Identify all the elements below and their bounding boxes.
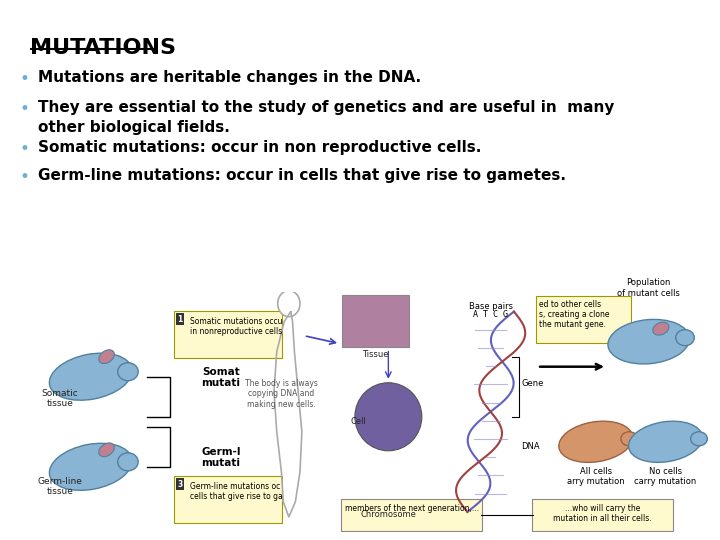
Text: Cell: Cell [351, 417, 366, 426]
Ellipse shape [621, 432, 638, 446]
Text: Somatic
tissue: Somatic tissue [42, 389, 78, 408]
Ellipse shape [99, 350, 114, 363]
Ellipse shape [559, 421, 633, 462]
Text: Base pairs: Base pairs [469, 302, 513, 310]
Text: Gene: Gene [521, 379, 544, 388]
Text: •: • [19, 100, 29, 118]
Text: Germ-l
mutati: Germ-l mutati [201, 447, 240, 468]
Text: Somatic mutations: occur in non reproductive cells.: Somatic mutations: occur in non reproduc… [38, 140, 482, 155]
Ellipse shape [653, 322, 669, 335]
Ellipse shape [690, 432, 707, 446]
Ellipse shape [50, 443, 132, 490]
Text: Somat
mutati: Somat mutati [202, 367, 240, 388]
Ellipse shape [99, 443, 114, 457]
Text: •: • [19, 70, 29, 88]
Text: No cells
carry mutation: No cells carry mutation [634, 467, 697, 486]
Text: ed to other cells
s, creating a clone
the mutant gene.: ed to other cells s, creating a clone th… [539, 300, 610, 329]
FancyBboxPatch shape [536, 295, 631, 343]
Text: Tissue: Tissue [362, 350, 389, 359]
Text: Chromosome: Chromosome [361, 510, 416, 519]
Ellipse shape [676, 329, 694, 346]
Ellipse shape [629, 421, 703, 462]
FancyBboxPatch shape [342, 295, 409, 347]
FancyBboxPatch shape [174, 310, 282, 357]
Ellipse shape [118, 363, 138, 381]
Text: Mutations are heritable changes in the DNA.: Mutations are heritable changes in the D… [38, 70, 421, 85]
Text: Population
of mutant cells: Population of mutant cells [617, 278, 680, 298]
Text: Germ-line
tissue: Germ-line tissue [37, 477, 83, 496]
Text: •: • [19, 140, 29, 158]
Text: The body is always
copying DNA and
making new cells.: The body is always copying DNA and makin… [245, 379, 318, 409]
Text: Somatic mutations occu
in nonreproductive cells: Somatic mutations occu in nonreproductiv… [190, 316, 283, 336]
FancyBboxPatch shape [531, 499, 673, 531]
Text: Germ-line mutations oc
cells that give rise to ga: Germ-line mutations oc cells that give r… [190, 482, 283, 501]
Text: They are essential to the study of genetics and are useful in  many
other biolog: They are essential to the study of genet… [38, 100, 614, 135]
Ellipse shape [50, 353, 132, 400]
FancyBboxPatch shape [174, 476, 282, 523]
Ellipse shape [118, 453, 138, 471]
Text: DNA: DNA [521, 442, 540, 451]
FancyBboxPatch shape [341, 499, 482, 531]
Text: A T C G: A T C G [473, 309, 508, 319]
Text: Germ-line mutations: occur in cells that give rise to gametes.: Germ-line mutations: occur in cells that… [38, 168, 566, 183]
Text: 1: 1 [177, 315, 182, 323]
Text: members of the next generation,...: members of the next generation,... [345, 504, 479, 513]
Ellipse shape [355, 383, 422, 451]
Text: All cells
arry mutation: All cells arry mutation [567, 467, 624, 486]
Text: MUTATIONS: MUTATIONS [30, 38, 176, 58]
Ellipse shape [278, 291, 300, 316]
Text: ...who will carry the
mutation in all their cells.: ...who will carry the mutation in all th… [553, 504, 652, 523]
Text: •: • [19, 168, 29, 186]
Ellipse shape [608, 319, 690, 364]
Text: 3: 3 [177, 480, 182, 489]
